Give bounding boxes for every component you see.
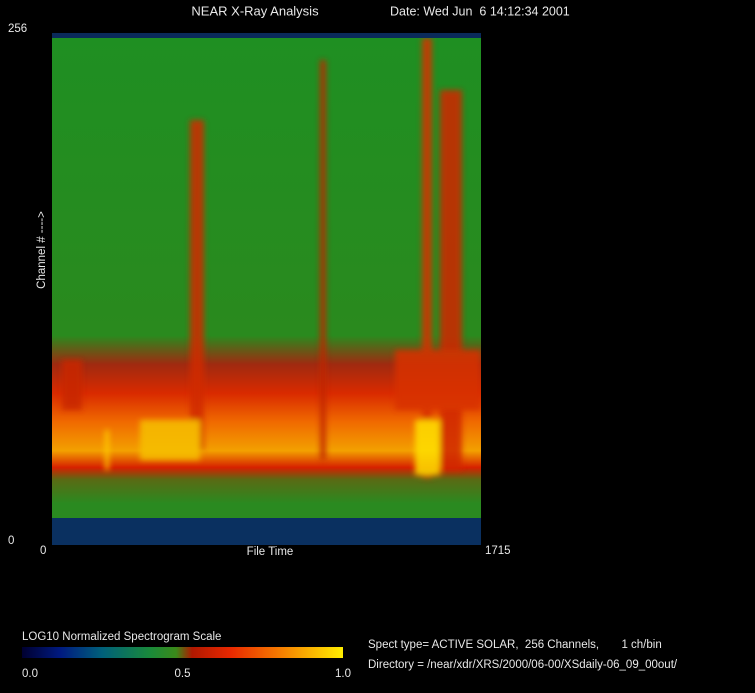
title: NEAR X-Ray Analysis <box>191 3 319 18</box>
y-tick-label: 256 <box>8 23 27 35</box>
colorbar-tick-label: 0.0 <box>22 668 38 680</box>
colorbar-tick-label: 0.5 <box>175 668 191 680</box>
colorbar <box>22 647 343 658</box>
directory: Directory = /near/xdr/XRS/2000/06-00/XSd… <box>368 659 678 671</box>
spectrogram <box>52 33 481 545</box>
colorbar-tick-label: 1.0 <box>335 668 351 680</box>
date: Date: Wed Jun 6 14:12:34 2001 <box>390 4 570 18</box>
y-tick-label: 0 <box>8 535 14 547</box>
y-axis-label: Channel # ----> <box>36 211 48 289</box>
x-axis-label: File Time <box>247 546 294 558</box>
x-tick-label: 0 <box>40 545 46 557</box>
spect-type: Spect type= ACTIVE SOLAR, 256 Channels, … <box>368 639 662 651</box>
colorbar-title: LOG10 Normalized Spectrogram Scale <box>22 631 221 643</box>
x-tick-label: 1715 <box>485 545 511 557</box>
